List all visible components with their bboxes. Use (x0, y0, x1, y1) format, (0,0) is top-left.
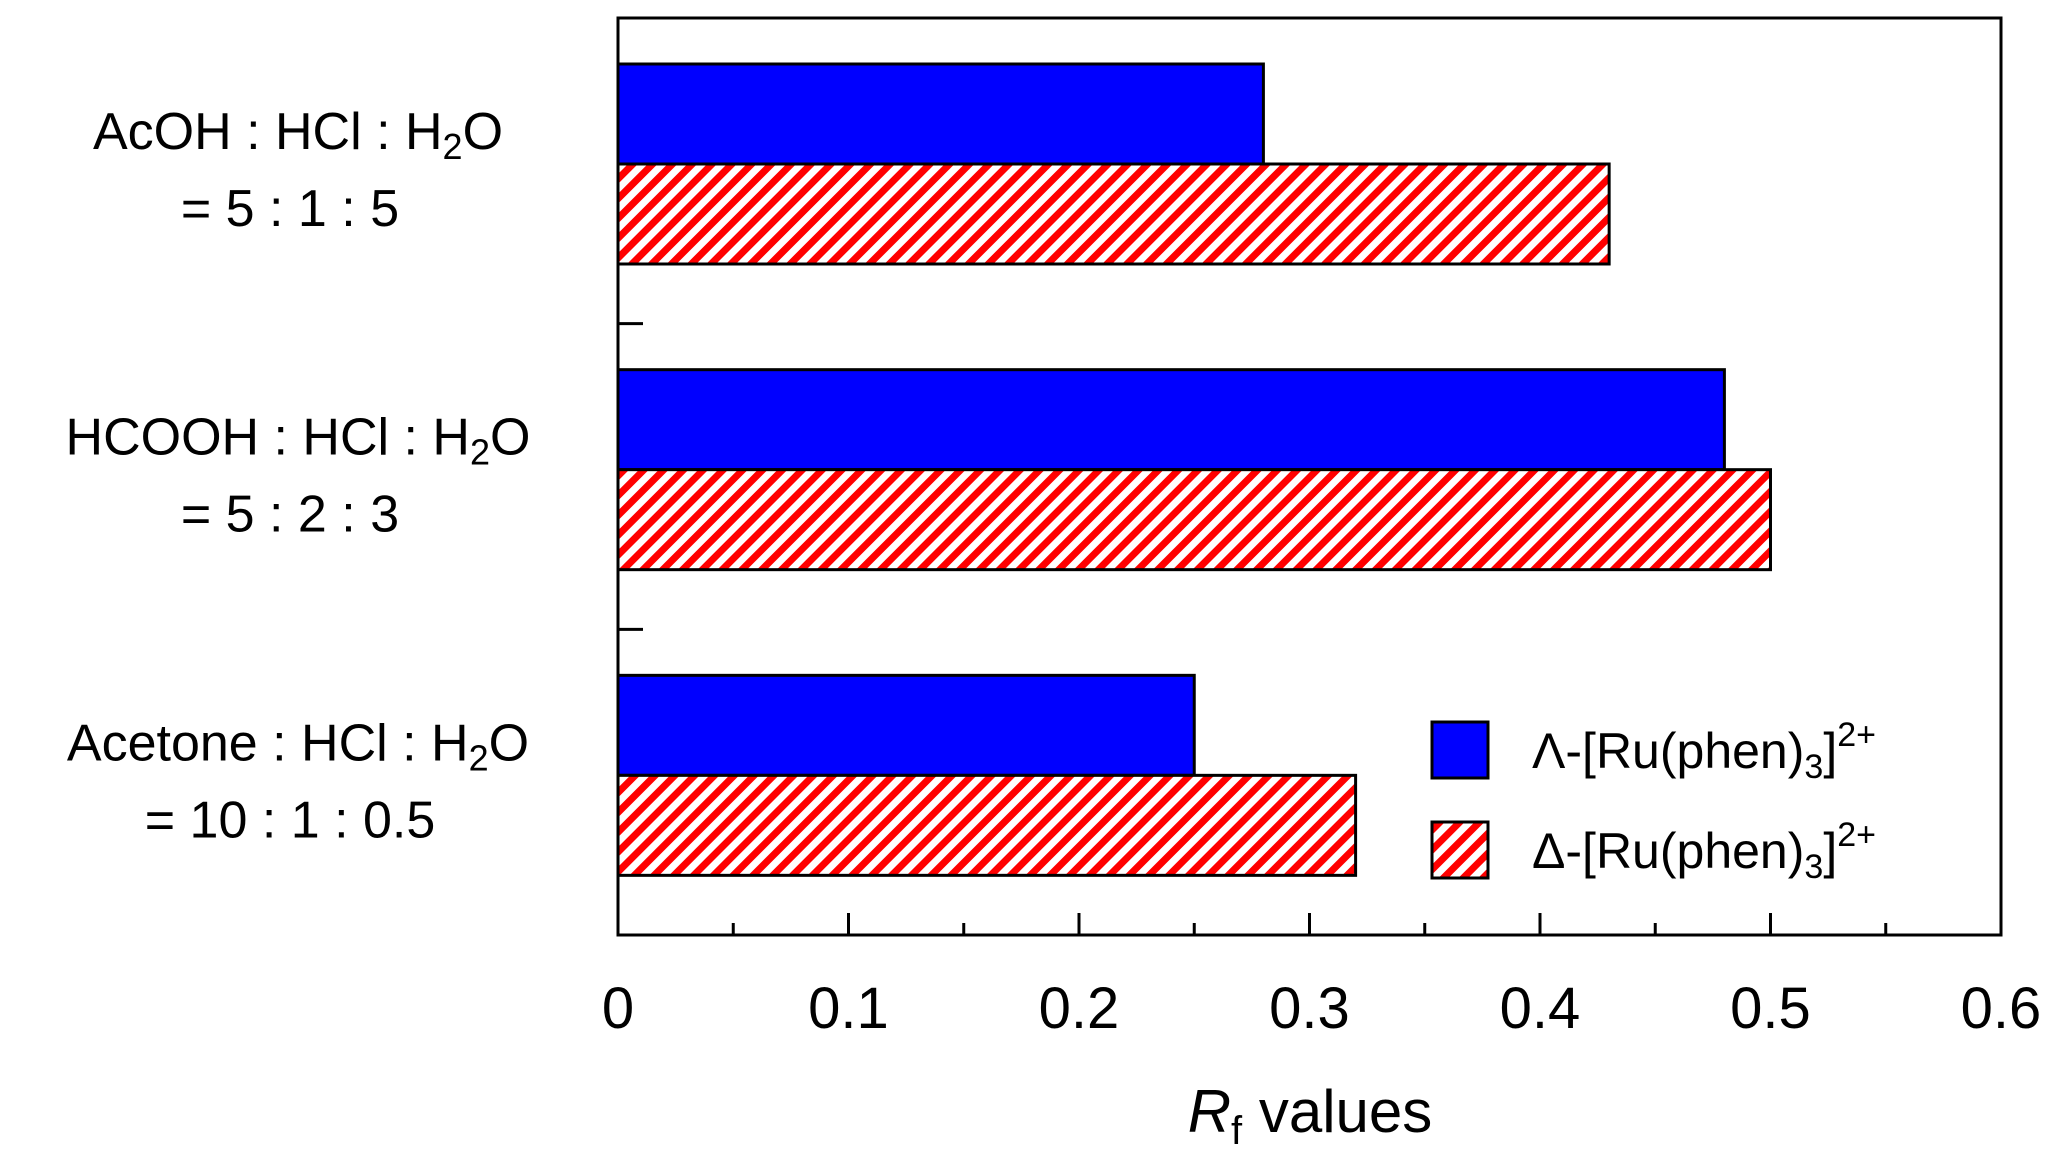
bar-series2-cat2 (616, 468, 1772, 572)
axis-labels-layer: 0 0.1 0.2 0.3 0.4 0.5 0.6 Rf values AcOH : HCl :… (66, 103, 2042, 1153)
axis-ticks-layer (616, 322, 2003, 935)
legend-label-series2: Δ-[Ru(phen)3]2+ (1532, 816, 1876, 886)
bar-series2-cat3 (616, 773, 1358, 877)
x-tick-label: 0.2 (1039, 976, 1120, 1041)
category-label-line2: = 5 : 1 : 5 (181, 180, 399, 238)
bars-layer (616, 62, 1772, 877)
x-tick-label: 0 (602, 976, 634, 1041)
bar-series2-cat1 (616, 162, 1611, 266)
x-tick-label: 0.6 (1961, 976, 2042, 1041)
category-label-line2: = 10 : 1 : 0.5 (145, 791, 436, 849)
category-label-line1: HCOOH : HCl : H2O (66, 409, 531, 473)
legend-swatch-series1 (1430, 720, 1490, 780)
category-label-line1: AcOH : HCl : H2O (93, 103, 503, 167)
category-label-line2: = 5 : 2 : 3 (181, 486, 399, 544)
x-tick-label: 0.4 (1500, 976, 1581, 1041)
bar-series1-cat3 (616, 673, 1196, 777)
x-tick-label: 0.3 (1269, 976, 1350, 1041)
category-label-line1: Acetone : HCl : H2O (67, 714, 529, 778)
legend-label-series1: Λ-[Ru(phen)3]2+ (1532, 716, 1876, 786)
bar-series1-cat2 (616, 368, 1726, 472)
bar-series1-cat1 (616, 62, 1265, 166)
legend-swatch-series2 (1430, 820, 1490, 880)
x-tick-label: 0.1 (808, 976, 889, 1041)
legend: Λ-[Ru(phen)3]2+ Δ-[Ru(phen)3]2+ (1430, 716, 1876, 886)
x-tick-label: 0.5 (1730, 976, 1811, 1041)
x-axis-title: Rf values (1188, 1078, 1433, 1153)
